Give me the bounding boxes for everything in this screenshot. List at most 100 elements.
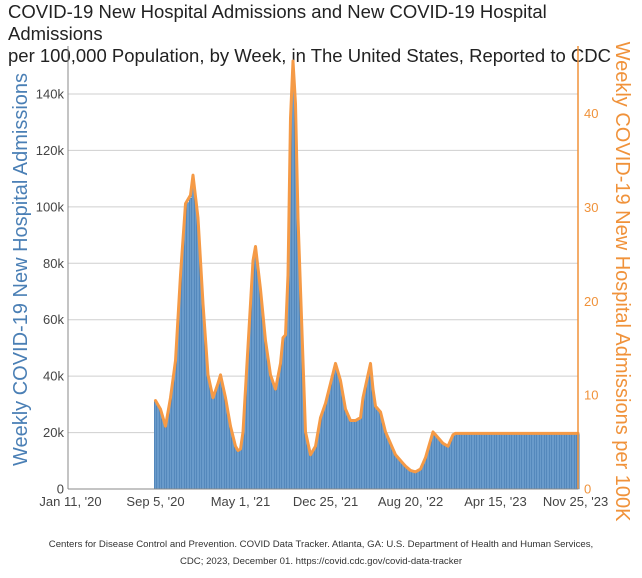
right-tick-label: 30 <box>584 200 598 215</box>
bar <box>174 361 177 490</box>
bar <box>341 395 345 490</box>
bar <box>324 404 327 490</box>
bar <box>164 426 167 490</box>
bar <box>504 433 507 490</box>
bar <box>331 374 335 490</box>
bar <box>446 446 450 490</box>
bar <box>221 387 225 490</box>
bar <box>506 433 510 490</box>
bar <box>521 433 525 490</box>
bar <box>431 432 435 490</box>
bar <box>266 358 270 490</box>
bar <box>466 433 470 490</box>
chart-title-line-2: per 100,000 Population, by Week, in The … <box>8 45 611 66</box>
bar <box>459 433 462 490</box>
bar <box>236 450 240 490</box>
bar <box>509 433 512 490</box>
line-series-admissions-per-100k <box>154 59 580 474</box>
bar <box>494 433 497 490</box>
bar <box>401 463 405 490</box>
bar <box>206 375 210 490</box>
bar <box>411 471 415 490</box>
bar <box>499 433 502 490</box>
bar <box>541 433 545 490</box>
bar <box>486 433 490 490</box>
bar <box>451 435 455 490</box>
bar <box>376 409 380 490</box>
bar <box>309 454 312 490</box>
bar <box>169 398 172 490</box>
bar <box>384 432 387 490</box>
bar <box>389 443 392 490</box>
bar <box>161 418 165 490</box>
bar <box>326 394 330 490</box>
bar <box>359 418 362 490</box>
bar <box>449 440 452 490</box>
bar <box>526 433 530 490</box>
bar-series-weekly-admissions <box>154 65 580 490</box>
bar <box>196 220 200 490</box>
bar <box>239 449 242 490</box>
x-axis: Jan 11, '20 Sep 5, '20 May 1, '21 Dec 25, '… <box>39 488 608 509</box>
bar <box>444 445 447 490</box>
bar <box>336 373 340 490</box>
left-tick-label: 120k <box>36 143 65 158</box>
bar <box>259 291 262 490</box>
bar <box>461 433 465 490</box>
bar <box>419 468 422 490</box>
bar <box>394 454 397 490</box>
bar <box>334 364 337 490</box>
bar <box>556 433 560 490</box>
bar <box>566 433 570 490</box>
bar <box>396 457 400 490</box>
bar <box>381 422 385 490</box>
bar <box>571 433 575 490</box>
bar <box>354 421 357 490</box>
bar <box>436 437 440 490</box>
bar <box>256 270 260 490</box>
bar <box>346 415 350 490</box>
bar <box>339 381 342 490</box>
bar <box>456 433 460 490</box>
bar <box>406 468 410 490</box>
bar <box>364 387 367 490</box>
bar <box>434 435 437 490</box>
bar <box>391 449 395 490</box>
bar <box>574 433 577 490</box>
bar <box>156 405 160 490</box>
bar <box>546 433 550 490</box>
bar <box>481 433 485 490</box>
bar <box>181 241 185 490</box>
bar <box>261 316 265 490</box>
bar <box>374 406 377 490</box>
bar <box>511 433 515 490</box>
x-tick-label: Dec 25, '21 <box>293 494 358 509</box>
x-tick-label: Apr 15, '23 <box>464 494 526 509</box>
bar <box>271 382 275 490</box>
bar <box>516 433 520 490</box>
bar <box>501 433 505 490</box>
bar <box>534 433 537 490</box>
gridlines <box>68 93 578 434</box>
bar <box>186 202 190 490</box>
bar <box>254 248 257 490</box>
bar <box>564 433 567 490</box>
bar <box>321 411 325 490</box>
right-tick-label: 10 <box>584 388 598 403</box>
bar <box>311 450 315 490</box>
caption-line-1: Centers for Disease Control and Preventi… <box>48 539 594 550</box>
bar <box>284 336 287 490</box>
left-tick-label: 40k <box>43 369 64 384</box>
left-tick-label: 0 <box>57 482 64 497</box>
x-tick-label: May 1, '21 <box>211 494 271 509</box>
bar <box>439 440 442 490</box>
bar <box>549 433 552 490</box>
x-tick-label: Aug 20, '22 <box>378 494 443 509</box>
bar <box>386 437 390 490</box>
bar <box>554 433 557 490</box>
bar <box>184 206 187 490</box>
left-y-axis: 0 20k 40k 60k 80k 100k 120k 140k <box>36 46 69 497</box>
x-tick-label: Jan 11, '20 <box>39 494 101 509</box>
bar <box>409 470 412 490</box>
bar <box>356 419 360 490</box>
